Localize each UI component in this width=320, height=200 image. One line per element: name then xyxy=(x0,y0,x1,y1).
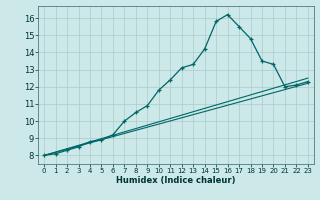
X-axis label: Humidex (Indice chaleur): Humidex (Indice chaleur) xyxy=(116,176,236,185)
